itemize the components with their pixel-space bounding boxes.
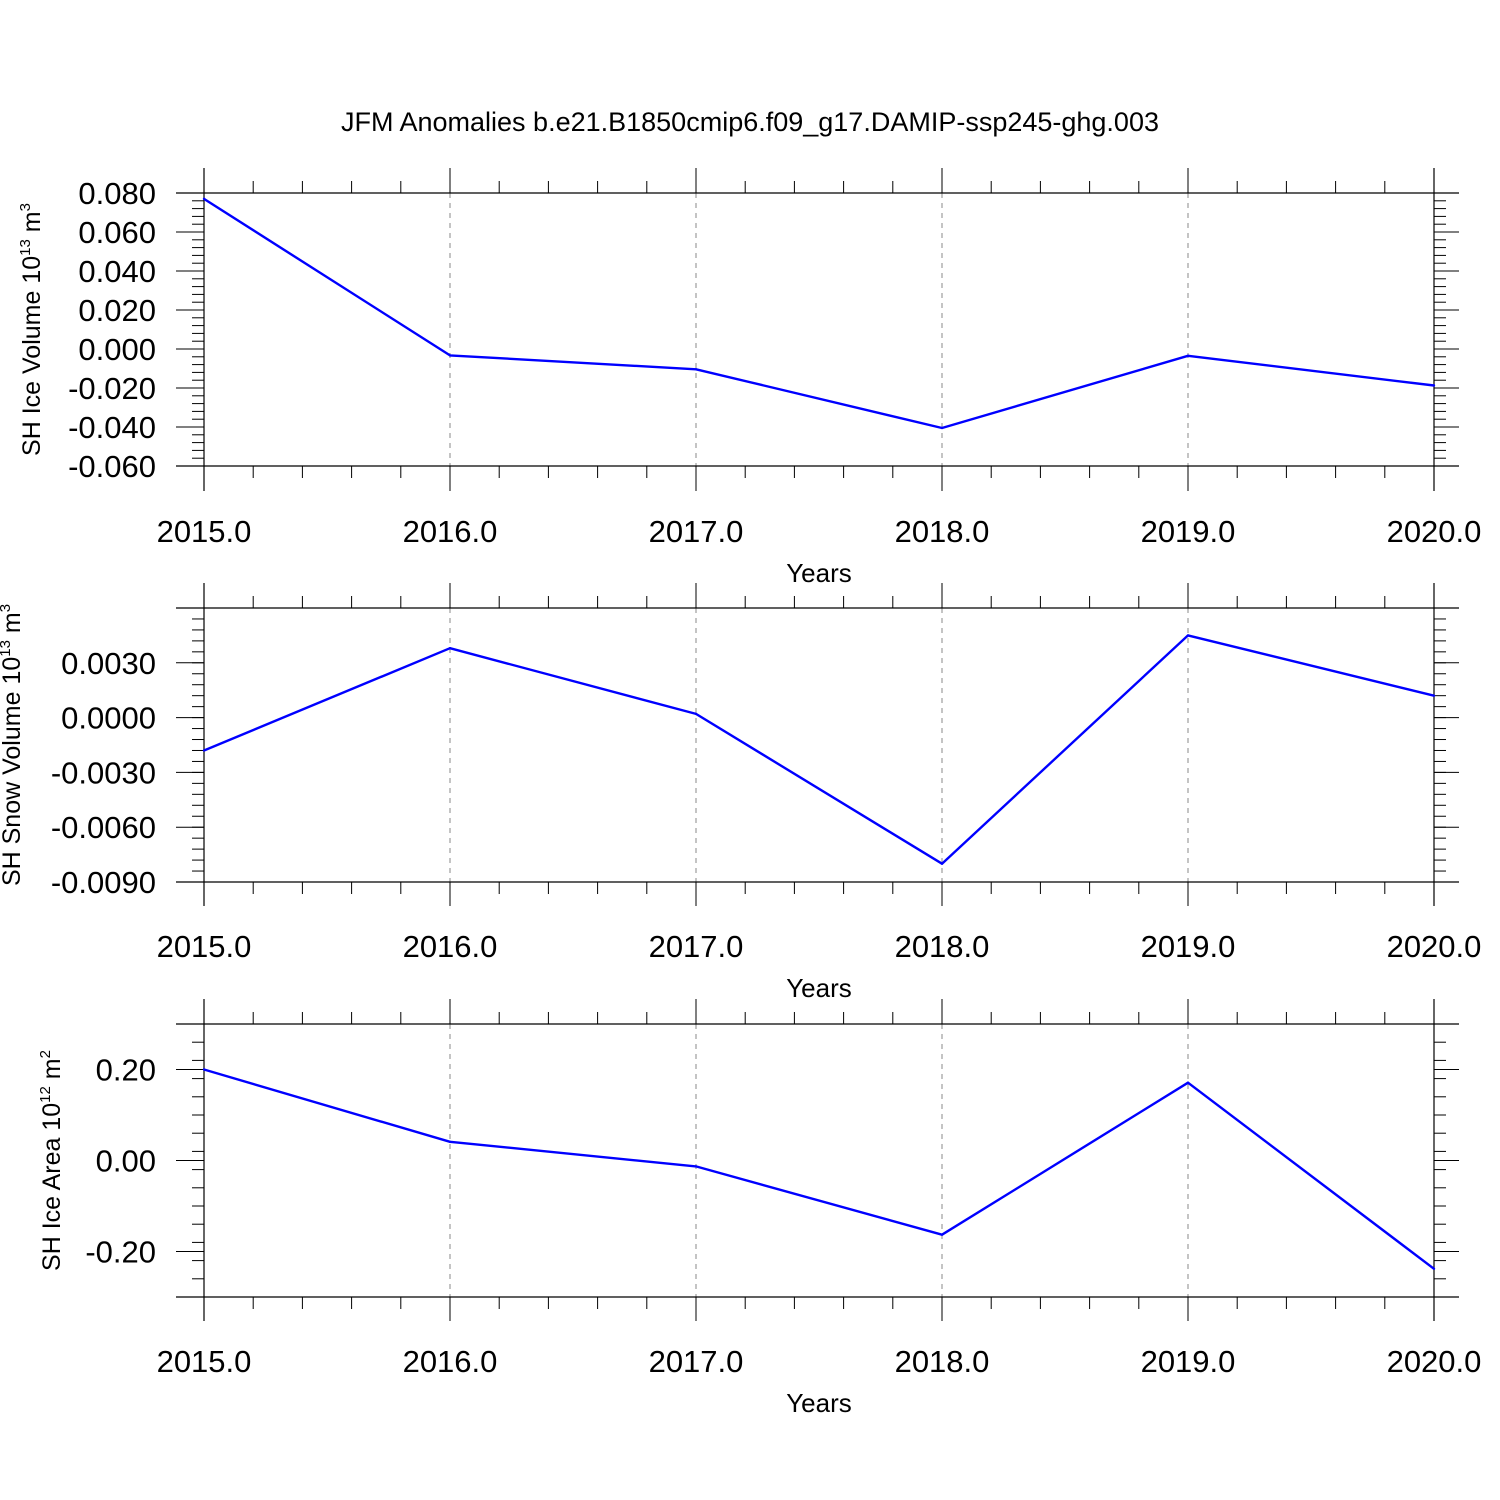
y-tick-label: -0.0030 <box>51 755 156 790</box>
y-axis-title-part: 3 <box>17 203 34 211</box>
y-axis-title-part: m <box>0 612 26 640</box>
series-line <box>203 197 1435 430</box>
data-point <box>1186 1081 1190 1084</box>
y-axis-title-part: SH Ice Area 10 <box>38 1103 66 1271</box>
y-tick-label: 0.20 <box>96 1053 156 1088</box>
data-point <box>1432 384 1436 387</box>
x-axis-title: Years <box>786 973 852 1003</box>
y-tick-label: 0.00 <box>96 1144 156 1179</box>
panels: 0.080 0.060 0.040 0.020 0.000 -0.020 -0.040 -0.… <box>0 168 1481 1418</box>
x-tick-label: 2018.0 <box>895 514 990 549</box>
y-axis-title-part: SH Ice Volume 10 <box>18 256 46 456</box>
y-axis-title-part: 3 <box>0 604 14 612</box>
x-tick-label: 2017.0 <box>649 929 744 964</box>
data-point <box>694 1165 698 1168</box>
y-axis-title: SH Snow Volume 1013 m3 <box>0 604 26 886</box>
x-tick-label: 2016.0 <box>403 1344 498 1379</box>
x-axis-title: Years <box>786 1388 852 1418</box>
y-tick-label: 0.040 <box>78 254 156 289</box>
x-tick-label: 2017.0 <box>649 514 744 549</box>
x-tick-label: 2020.0 <box>1387 514 1482 549</box>
panel-1: 0.080 0.060 0.040 0.020 0.000 -0.020 -0.040 -0.… <box>17 168 1481 588</box>
y-axis-title-part: 2 <box>37 1050 54 1058</box>
x-tick-label: 2019.0 <box>1141 514 1236 549</box>
x-tick-label: 2015.0 <box>157 1344 252 1379</box>
x-tick-label: 2019.0 <box>1141 1344 1236 1379</box>
x-tick-label: 2018.0 <box>895 929 990 964</box>
y-tick-label: -0.040 <box>68 410 156 445</box>
x-tick-label: 2017.0 <box>649 1344 744 1379</box>
y-axis-title-part: 12 <box>37 1086 54 1103</box>
data-point <box>1186 354 1190 358</box>
data-point <box>940 1233 944 1236</box>
y-tick-label: 0.080 <box>78 176 156 211</box>
data-point <box>940 426 944 430</box>
x-tick-label: 2019.0 <box>1141 929 1236 964</box>
y-axis-title: SH Ice Area 1012 m2 <box>37 1050 66 1271</box>
y-axis-title: SH Ice Volume 1013 m3 <box>17 203 46 456</box>
y-tick-label: -0.20 <box>85 1235 156 1270</box>
figure-title: JFM Anomalies b.e21.B1850cmip6.f09_g17.D… <box>341 107 1159 137</box>
data-point <box>1432 694 1436 697</box>
y-tick-label: -0.0060 <box>51 810 156 845</box>
x-tick-label: 2020.0 <box>1387 1344 1482 1379</box>
data-point <box>448 646 452 650</box>
y-tick-label: 0.060 <box>78 215 156 250</box>
y-tick-label: 0.0030 <box>61 646 156 681</box>
x-axis-title: Years <box>786 558 852 588</box>
data-point <box>1432 1267 1436 1270</box>
y-tick-label: 0.0000 <box>61 701 156 736</box>
series-line <box>203 1068 1435 1270</box>
panel-3: 0.20 0.00 -0.20 2015.0 2016.0 2017.0 2018.0 201… <box>37 999 1481 1418</box>
data-point <box>694 712 698 716</box>
x-tick-label: 2020.0 <box>1387 929 1482 964</box>
data-point <box>202 749 206 752</box>
data-point <box>448 1140 452 1144</box>
y-tick-label: 0.020 <box>78 293 156 328</box>
data-point <box>694 368 698 371</box>
x-tick-label: 2018.0 <box>895 1344 990 1379</box>
y-tick-label: -0.020 <box>68 371 156 406</box>
y-tick-label: -0.0090 <box>51 865 156 900</box>
data-point <box>940 862 944 865</box>
y-axis-title-part: 13 <box>0 640 14 657</box>
y-axis-title-part: 13 <box>17 239 34 256</box>
x-tick-label: 2015.0 <box>157 929 252 964</box>
y-tick-label: 0.000 <box>78 332 156 367</box>
x-tick-label: 2016.0 <box>403 929 498 964</box>
data-point <box>1186 634 1190 637</box>
x-tick-label: 2015.0 <box>157 514 252 549</box>
series-line <box>203 634 1435 865</box>
y-axis-title-part: SH Snow Volume 10 <box>0 657 26 886</box>
data-point <box>202 197 206 201</box>
x-tick-label: 2016.0 <box>403 514 498 549</box>
data-point <box>448 354 452 357</box>
y-axis-title-part: m <box>18 211 46 239</box>
data-point <box>202 1068 206 1071</box>
y-axis-title-part: m <box>38 1058 66 1086</box>
y-tick-label: -0.060 <box>68 449 156 484</box>
